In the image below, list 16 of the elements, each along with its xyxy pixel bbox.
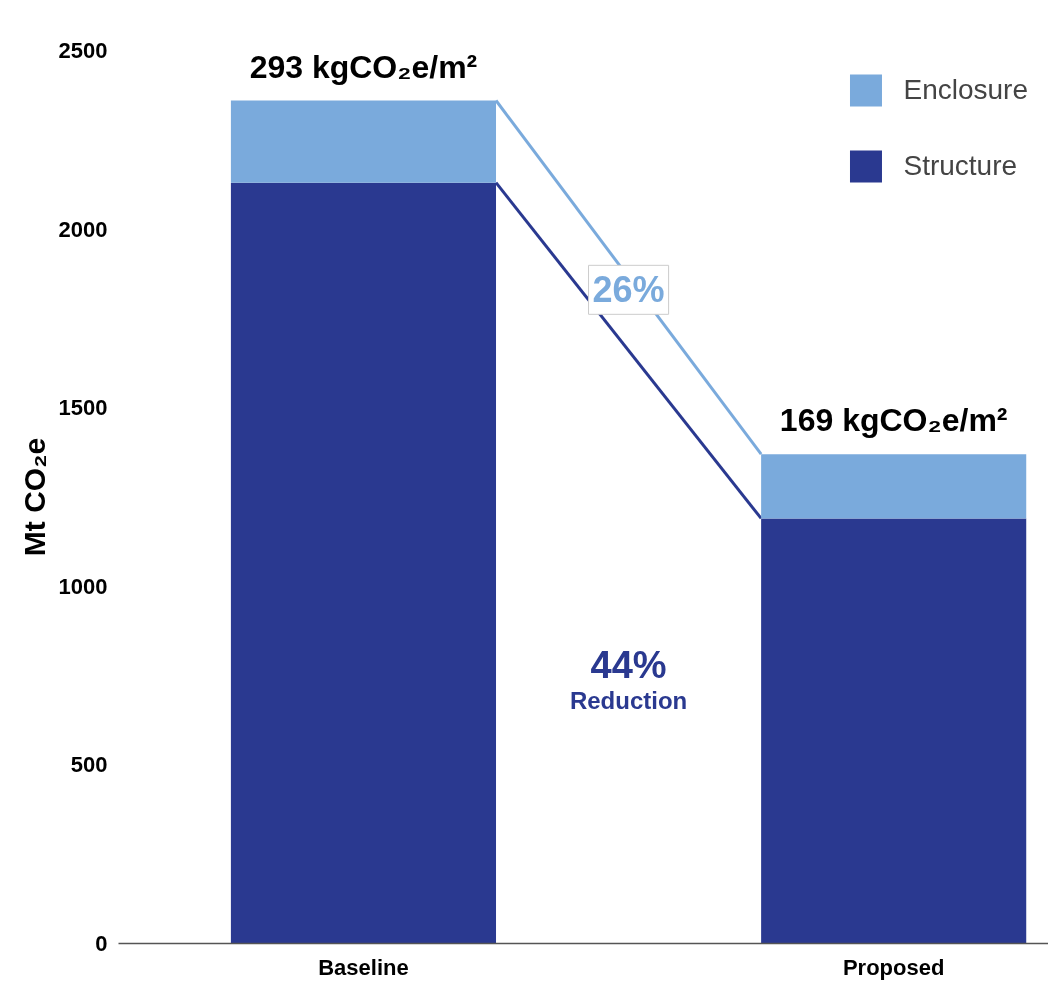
legend-label: Structure	[903, 150, 1018, 182]
annotation: 169 kgCO₂e/m²	[779, 402, 1008, 439]
annotation: 26%	[592, 269, 665, 311]
x-tick-label: Baseline	[318, 954, 409, 980]
y-tick-label: 0	[95, 931, 108, 956]
y-tick-label: 1500	[58, 395, 108, 421]
y-tick-label: 2500	[58, 38, 108, 63]
y-tick-label: 1000	[58, 573, 108, 599]
y-tick-label: 500	[70, 752, 108, 778]
y-tick-label: 2000	[58, 216, 108, 242]
legend-label: Enclosure	[903, 74, 1028, 106]
x-tick-label: Proposed	[842, 954, 945, 980]
annotation: 44%	[590, 643, 667, 686]
annotation: 293 kgCO₂e/m²	[249, 48, 478, 85]
annotation: Reduction	[569, 687, 688, 715]
y-axis-title: Mt CO₂e	[17, 437, 51, 557]
